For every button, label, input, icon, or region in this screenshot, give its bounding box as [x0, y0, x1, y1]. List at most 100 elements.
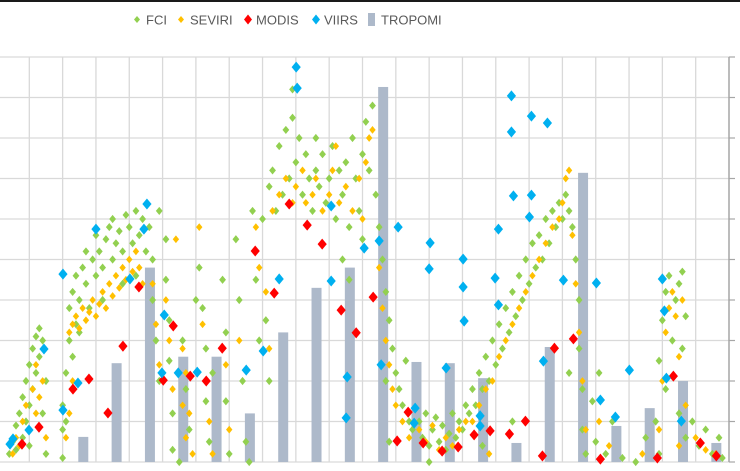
fci-point — [119, 247, 127, 256]
legend-item-seviri[interactable]: SEVIRI — [178, 13, 233, 28]
seviri-point — [179, 401, 186, 410]
viirs-point — [441, 362, 451, 374]
fci-point — [265, 182, 273, 191]
viirs-point — [173, 367, 183, 379]
legend-item-fci[interactable]: FCI — [134, 13, 167, 28]
seviri-point — [252, 223, 260, 231]
fci-point — [99, 295, 107, 305]
modis-point — [302, 219, 312, 231]
fci-point — [232, 235, 240, 244]
seviri-point — [222, 360, 230, 369]
fci-point — [489, 336, 496, 345]
modis-marker-icon — [244, 14, 252, 25]
modis-point — [418, 437, 428, 449]
fci-point — [335, 166, 343, 175]
seviri-point — [126, 255, 133, 264]
seviri-point — [69, 320, 76, 329]
modis-point — [668, 370, 678, 382]
fci-point — [202, 397, 210, 406]
fci-point — [379, 255, 386, 264]
fci-point — [435, 437, 443, 446]
fci-point — [39, 336, 47, 345]
seviri-point — [462, 417, 469, 426]
viirs-point — [661, 372, 671, 384]
seviri-point — [86, 308, 93, 316]
fci-point — [269, 166, 276, 175]
seviri-point — [136, 263, 143, 272]
fci-point — [205, 437, 213, 446]
fci-point — [102, 235, 110, 244]
seviri-point — [535, 255, 543, 264]
legend-label-seviri: SEVIRI — [190, 13, 233, 28]
fci-point — [185, 425, 193, 434]
modis-point — [652, 452, 662, 464]
scatter-points — [5, 61, 726, 467]
viirs-point — [8, 433, 18, 445]
seviri-point — [385, 360, 393, 369]
fci-point — [29, 344, 37, 353]
seviri-point — [515, 304, 523, 312]
seviri-point — [369, 126, 376, 134]
fci-point — [329, 142, 336, 151]
fci-point — [195, 263, 203, 272]
fci-point — [325, 174, 333, 183]
fci-point — [372, 190, 380, 199]
seviri-point — [172, 235, 180, 244]
fci-point — [349, 133, 356, 143]
viirs-point — [508, 190, 519, 202]
fci-point — [109, 214, 117, 224]
viirs-point — [292, 82, 302, 94]
viirs-point — [241, 364, 251, 376]
fci-point — [682, 433, 690, 442]
fci-point — [579, 425, 586, 434]
viirs-point — [506, 126, 517, 138]
legend-item-tropomi[interactable]: TROPOMI — [368, 13, 442, 28]
fci-marker-icon — [134, 16, 140, 23]
tropomi-bar — [378, 86, 389, 462]
modis-point — [368, 291, 378, 303]
fci-point — [439, 421, 446, 430]
seviri-point — [675, 441, 683, 450]
modis-point — [118, 340, 128, 352]
fci-point — [405, 417, 413, 426]
fci-point — [115, 227, 123, 236]
fci-point — [359, 235, 366, 244]
fci-point — [322, 198, 330, 207]
fci-point — [445, 429, 453, 438]
seviri-point — [399, 417, 406, 426]
seviri-point — [226, 425, 233, 434]
seviri-point — [429, 421, 436, 430]
viirs-marker-icon — [312, 14, 320, 25]
seviri-point — [522, 288, 529, 296]
seviri-point — [669, 288, 676, 296]
modis-point — [284, 198, 294, 210]
fci-point — [365, 166, 373, 175]
fci-point — [618, 453, 626, 463]
fci-point — [542, 214, 550, 224]
seviri-point — [332, 142, 340, 150]
fci-point — [312, 133, 320, 143]
seviri-point — [66, 409, 73, 418]
fci-point — [62, 368, 70, 377]
fci-point — [715, 433, 723, 442]
viirs-point — [526, 189, 537, 201]
modis-point — [711, 450, 721, 462]
fci-point — [142, 247, 150, 256]
modis-point — [217, 342, 227, 354]
fci-point — [292, 158, 300, 167]
fci-point — [165, 316, 173, 325]
legend-item-viirs[interactable]: VIIRS — [312, 13, 358, 28]
fci-point — [462, 401, 470, 410]
fci-point — [545, 239, 553, 248]
viirs-point — [624, 364, 634, 376]
seviri-point — [362, 158, 370, 167]
seviri-point — [112, 271, 120, 280]
fci-point — [342, 158, 350, 167]
tropomi-bar — [611, 425, 622, 462]
seviri-point — [262, 288, 270, 296]
legend-item-modis[interactable]: MODIS — [244, 13, 299, 28]
fci-point — [668, 336, 676, 345]
seviri-point — [109, 292, 116, 300]
seviri-point — [282, 174, 290, 183]
fci-point — [569, 223, 576, 232]
